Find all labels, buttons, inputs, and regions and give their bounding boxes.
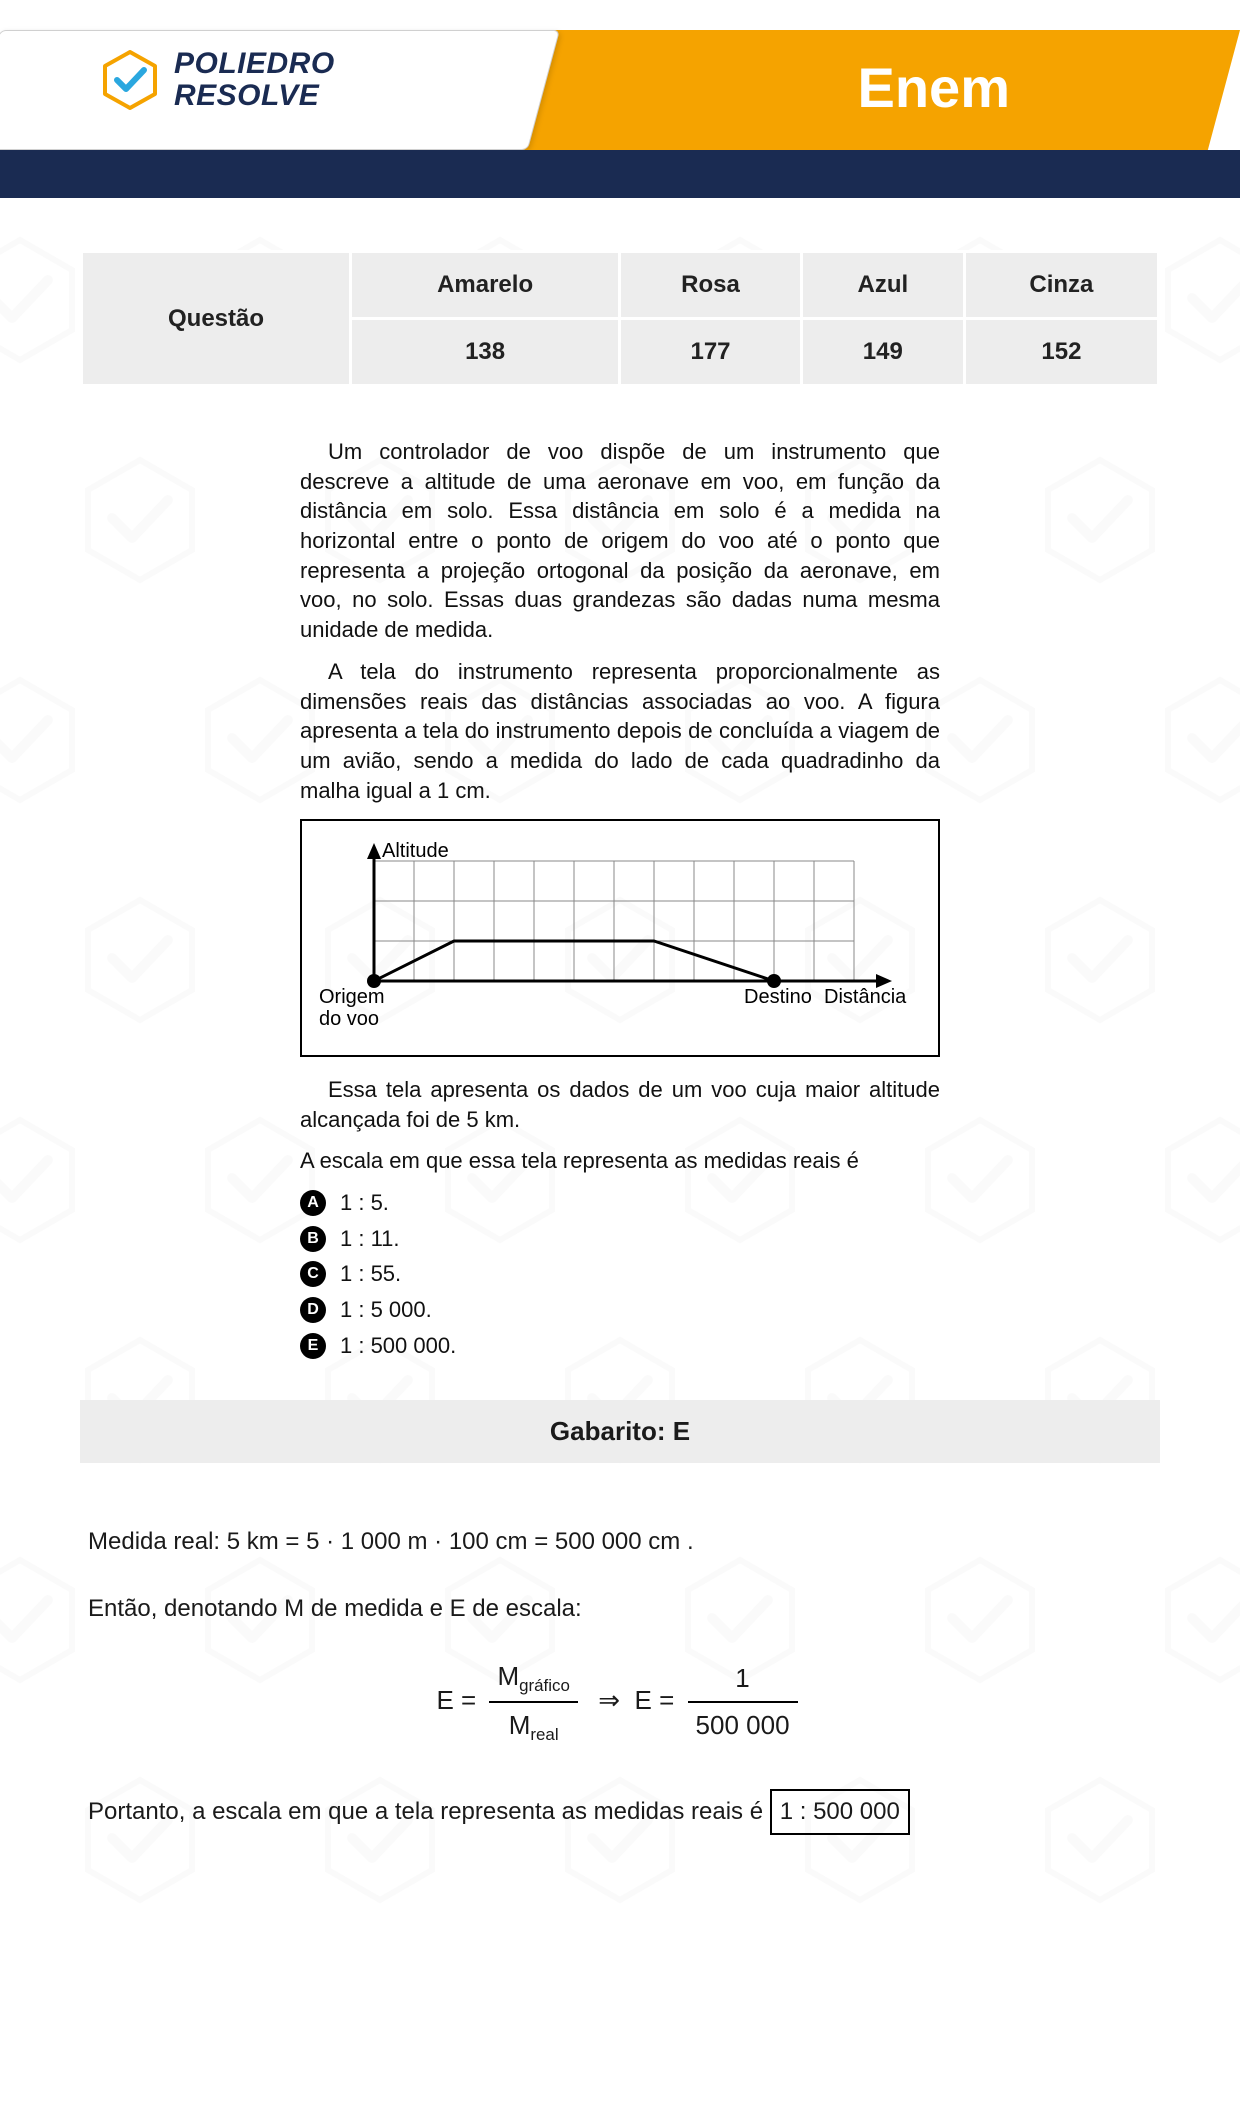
formula-eq1: = [461,1685,476,1715]
alternatives-list: A 1 : 5. B 1 : 11. C 1 : 55. D 1 : 5 000… [300,1188,940,1360]
alt-e: E 1 : 500 000. [300,1331,940,1361]
table-row-label: Questão [82,252,351,386]
exam-label: Enem [858,55,1011,120]
svg-text:do voo: do voo [319,1008,379,1030]
formula-E1: E [436,1685,453,1715]
question-number-table: Questão Amarelo Rosa Azul Cinza 138 177 … [80,250,1160,387]
alt-bullet-b: B [300,1226,326,1252]
brand-line2: RESOLVE [174,80,335,112]
formula-den2: 500 000 [688,1703,798,1747]
alt-text-d: 1 : 5 000. [340,1295,432,1325]
alt-text-e: 1 : 500 000. [340,1331,456,1361]
alt-bullet-a: A [300,1190,326,1216]
solution-line2: Então, denotando M de medida e E de esca… [88,1590,1152,1628]
alt-bullet-d: D [300,1297,326,1323]
svg-text:Destino: Destino [744,986,812,1008]
header-orange-band [448,30,1240,150]
solution-block: Medida real: 5 km = 5 · 1 000 m · 100 cm… [80,1523,1160,1835]
alt-text-c: 1 : 55. [340,1259,401,1289]
alt-b: B 1 : 11. [300,1224,940,1254]
svg-text:Altitude: Altitude [382,840,449,862]
question-para3: Essa tela apresenta os dados de um voo c… [300,1075,940,1134]
formula-num1-sub: gráfico [519,1676,570,1695]
table-col-azul: Azul [801,252,964,319]
solution-formula: E = Mgráfico Mreal ⇒ E = 1 500 000 [88,1656,1152,1748]
brand-logo: POLIEDRO RESOLVE [100,48,335,111]
alt-text-a: 1 : 5. [340,1188,389,1218]
page-header: POLIEDRO RESOLVE Enem [0,0,1240,210]
question-prompt: A escala em que essa tela representa as … [300,1146,940,1176]
formula-num1: M [497,1661,519,1691]
answer-bar: Gabarito: E [80,1400,1160,1463]
table-val-rosa: 177 [620,319,802,386]
check-hex-icon [100,50,160,110]
alt-c: C 1 : 55. [300,1259,940,1289]
table-val-amarelo: 138 [351,319,620,386]
question-para1: Um controlador de voo dispõe de um instr… [300,437,940,645]
brand-line1: POLIEDRO [174,48,335,80]
table-col-amarelo: Amarelo [351,252,620,319]
formula-den1: M [509,1710,531,1740]
alt-text-b: 1 : 11. [340,1224,400,1254]
alt-d: D 1 : 5 000. [300,1295,940,1325]
table-col-rosa: Rosa [620,252,802,319]
table-val-azul: 149 [801,319,964,386]
formula-den1-sub: real [530,1726,558,1745]
flight-chart-svg: Altitude Origemdo voo Destino Distância [314,831,934,1041]
solution-line3: Portanto, a escala em que a tela represe… [88,1789,1152,1835]
table-val-cinza: 152 [964,319,1158,386]
svg-text:Origem: Origem [319,986,385,1008]
formula-eq2: = [659,1685,674,1715]
svg-text:Distância: Distância [824,986,907,1008]
alt-a: A 1 : 5. [300,1188,940,1218]
formula-E2: E [635,1685,652,1715]
solution-line3-boxed: 1 : 500 000 [770,1789,910,1835]
table-col-cinza: Cinza [964,252,1158,319]
alt-bullet-e: E [300,1333,326,1359]
question-text: Um controlador de voo dispõe de um instr… [300,437,940,1360]
formula-arrow: ⇒ [598,1685,620,1715]
alt-bullet-c: C [300,1261,326,1287]
solution-line3-pre: Portanto, a escala em que a tela represe… [88,1798,770,1825]
flight-chart: Altitude Origemdo voo Destino Distância [300,819,940,1057]
formula-num2: 1 [688,1658,798,1704]
header-navy-band [0,150,1240,198]
question-para2: A tela do instrumento representa proporc… [300,657,940,805]
solution-line1: Medida real: 5 km = 5 · 1 000 m · 100 cm… [88,1523,1152,1561]
